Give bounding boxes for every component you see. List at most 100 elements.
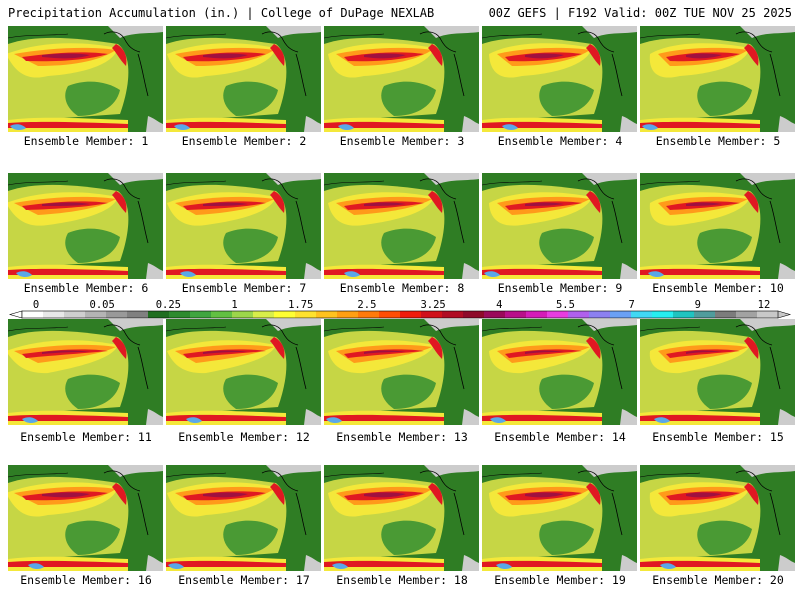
map-shape [462, 555, 479, 571]
precip-colorbar: 0 0.05 0.25 1 1.75 2.5 3.25 4 5.5 7 9 12 [8, 298, 792, 320]
ensemble-panel-17 [166, 465, 321, 571]
map-shape [482, 180, 543, 186]
colorbar-swatch [589, 311, 611, 318]
map-shape [660, 563, 676, 570]
colorbar-swatch [232, 311, 254, 318]
map-shape [324, 560, 444, 567]
map-shape [324, 180, 385, 186]
map-shape [744, 44, 759, 66]
map-shape [648, 271, 664, 278]
map-shape [16, 271, 32, 278]
map-shape [586, 44, 601, 66]
map-shape [183, 349, 266, 358]
colorbar-swatch [316, 311, 338, 318]
map-shape [640, 326, 701, 332]
map-shape [174, 124, 190, 131]
map-shape [324, 326, 385, 332]
map-shape [65, 81, 120, 116]
ensemble-member-label: Ensemble Member: 9 [497, 281, 623, 295]
ensemble-panel-12 [166, 319, 321, 425]
colorbar-swatch [568, 311, 590, 318]
map-shape [166, 472, 227, 478]
map-shape [261, 470, 307, 536]
ensemble-panel-5 [640, 26, 795, 132]
colorbar-swatch [253, 311, 275, 318]
ensemble-panel-9 [482, 173, 637, 279]
map-shape [203, 350, 248, 354]
ensemble-member-label: Ensemble Member: 7 [181, 281, 307, 295]
map-shape [686, 350, 722, 354]
map-shape [482, 33, 543, 39]
map-shape [654, 417, 670, 424]
map-shape [428, 483, 443, 505]
colorbar-swatch [505, 311, 527, 318]
map-shape [8, 414, 128, 421]
map-shape [146, 116, 163, 132]
precip-map [324, 173, 479, 279]
map-shape [28, 563, 44, 570]
precip-map [166, 465, 321, 571]
map-shape [270, 44, 285, 66]
map-shape [304, 409, 321, 425]
ensemble-member-label: Ensemble Member: 4 [497, 134, 623, 148]
precip-map [8, 26, 163, 132]
ensemble-member-label: Ensemble Member: 16 [20, 573, 152, 587]
map-shape [482, 414, 602, 421]
colorbar-tick-label: 3.25 [420, 299, 445, 311]
run-info: 00Z GEFS | F192 Valid: 00Z TUE NOV 25 20… [488, 6, 792, 20]
map-shape [223, 374, 278, 409]
map-shape [42, 202, 90, 206]
map-shape [482, 472, 543, 478]
map-shape [270, 191, 285, 213]
map-shape [586, 191, 601, 213]
map-shape [8, 326, 69, 332]
map-shape [8, 33, 69, 39]
map-shape [270, 337, 285, 359]
map-shape [324, 414, 444, 421]
map-shape [577, 324, 623, 390]
map-shape [304, 263, 321, 279]
map-shape [344, 271, 360, 278]
ensemble-member-label: Ensemble Member: 3 [339, 134, 465, 148]
ensemble-panel-6 [8, 173, 163, 279]
map-shape [364, 492, 406, 498]
colorbar-swatch [610, 311, 632, 318]
map-shape [304, 555, 321, 571]
colorbar-tick-label: 12 [758, 299, 771, 311]
map-shape [778, 555, 795, 571]
map-shape [642, 124, 658, 131]
map-shape [146, 409, 163, 425]
colorbar-tick-label: 0 [33, 299, 39, 311]
map-shape [640, 414, 760, 421]
map-shape [344, 349, 424, 358]
ensemble-member-label: Ensemble Member: 18 [336, 573, 468, 587]
map-shape [482, 560, 602, 567]
precip-map [640, 465, 795, 571]
map-shape [640, 33, 701, 39]
precip-map [482, 319, 637, 425]
map-shape [103, 470, 149, 536]
ensemble-member-label: Ensemble Member: 8 [339, 281, 465, 295]
map-shape [8, 180, 69, 186]
map-shape [490, 417, 506, 424]
map-shape [697, 228, 752, 263]
map-shape [697, 81, 752, 116]
colorbar-swatch [694, 311, 716, 318]
map-shape [168, 563, 184, 570]
map-shape [620, 555, 637, 571]
map-shape [484, 271, 500, 278]
ensemble-member-label: Ensemble Member: 17 [178, 573, 310, 587]
colorbar-swatch [400, 311, 422, 318]
colorbar-frame [21, 310, 779, 319]
precip-map [640, 26, 795, 132]
ensemble-member-label: Ensemble Member: 5 [655, 134, 781, 148]
map-shape [778, 116, 795, 132]
map-shape [203, 53, 248, 59]
precip-map [8, 465, 163, 571]
ensemble-member-label: Ensemble Member: 14 [494, 430, 626, 444]
map-shape [332, 563, 348, 570]
map-shape [586, 483, 601, 505]
map-shape [525, 53, 564, 59]
map-shape [577, 31, 623, 97]
colorbar-swatch [64, 311, 86, 318]
